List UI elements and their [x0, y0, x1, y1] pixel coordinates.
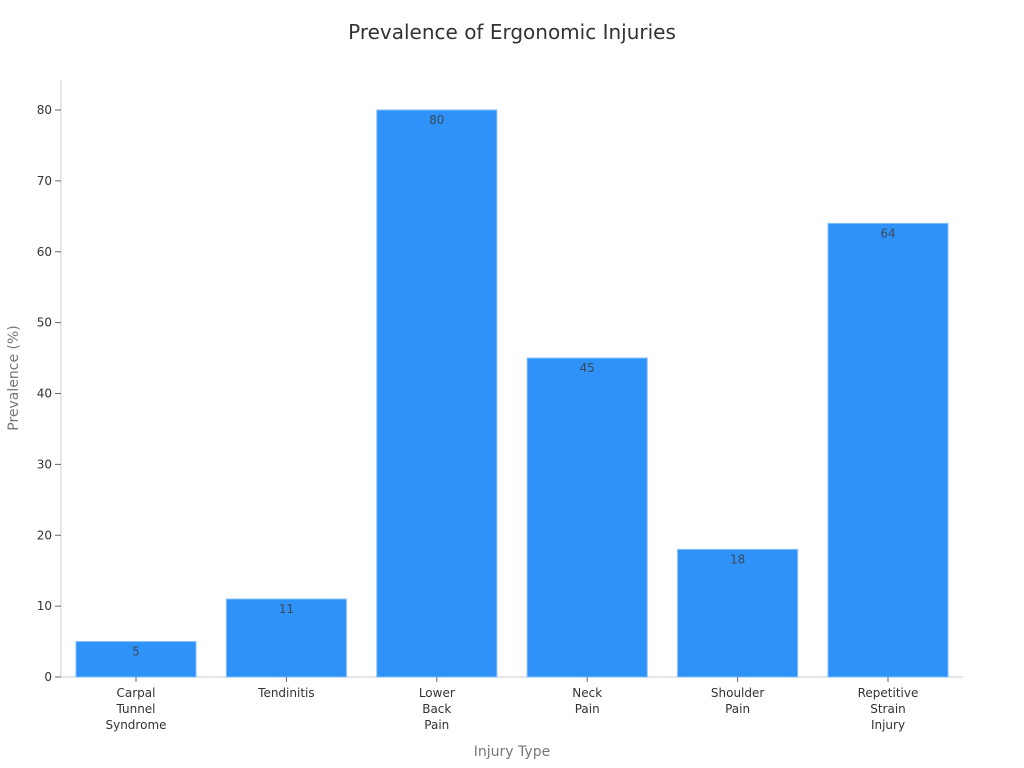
x-tick-label: Pain [424, 718, 449, 732]
x-tick-label: Pain [725, 702, 750, 716]
bar-value-label: 11 [279, 602, 294, 616]
bar-value-label: 5 [132, 645, 140, 659]
x-tick-label: Shoulder [711, 686, 765, 700]
bars: 5 11 80 45 18 64 [75, 109, 949, 678]
x-tick-label: Tunnel [115, 702, 155, 716]
bar [526, 357, 648, 678]
x-axis-title: Injury Type [474, 744, 550, 760]
bar [677, 548, 799, 678]
bar [376, 109, 498, 678]
bar-value-label: 64 [880, 226, 895, 240]
x-tick-label: Injury [871, 718, 905, 732]
y-axis-title: Prevalence (%) [6, 325, 22, 431]
y-tick-label: 0 [44, 670, 52, 684]
x-tick-label: Lower [419, 686, 455, 700]
y-tick-label: 20 [37, 528, 52, 542]
y-tick-label: 70 [37, 174, 52, 188]
axes: 0 10 20 30 40 50 60 70 80 [37, 80, 963, 684]
y-tick-label: 80 [37, 103, 52, 117]
bar-value-label: 18 [730, 552, 745, 566]
y-tick-label: 40 [37, 387, 52, 401]
bar [75, 641, 197, 678]
x-tick-label: Repetitive [858, 686, 919, 700]
x-tick-label: Syndrome [105, 718, 166, 732]
x-tick-label: Tendinitis [257, 686, 314, 700]
x-tick-label: Carpal [117, 686, 156, 700]
bar-value-label: 45 [580, 361, 595, 375]
bar-value-label: 80 [429, 113, 444, 127]
chart-title: Prevalence of Ergonomic Injuries [348, 20, 676, 44]
y-tick-label: 30 [37, 457, 52, 471]
bar [225, 598, 347, 678]
x-tick-label: Neck [572, 686, 602, 700]
x-tick-label: Pain [575, 702, 600, 716]
y-tick-label: 60 [37, 245, 52, 259]
x-tick-labels: Carpal Tunnel Syndrome Tendinitis Lower Back P… [105, 677, 918, 732]
y-tick-label: 10 [37, 599, 52, 613]
x-tick-label: Back [422, 702, 451, 716]
x-tick-label: Strain [870, 702, 906, 716]
y-tick-label: 50 [37, 316, 52, 330]
bar [827, 222, 949, 678]
